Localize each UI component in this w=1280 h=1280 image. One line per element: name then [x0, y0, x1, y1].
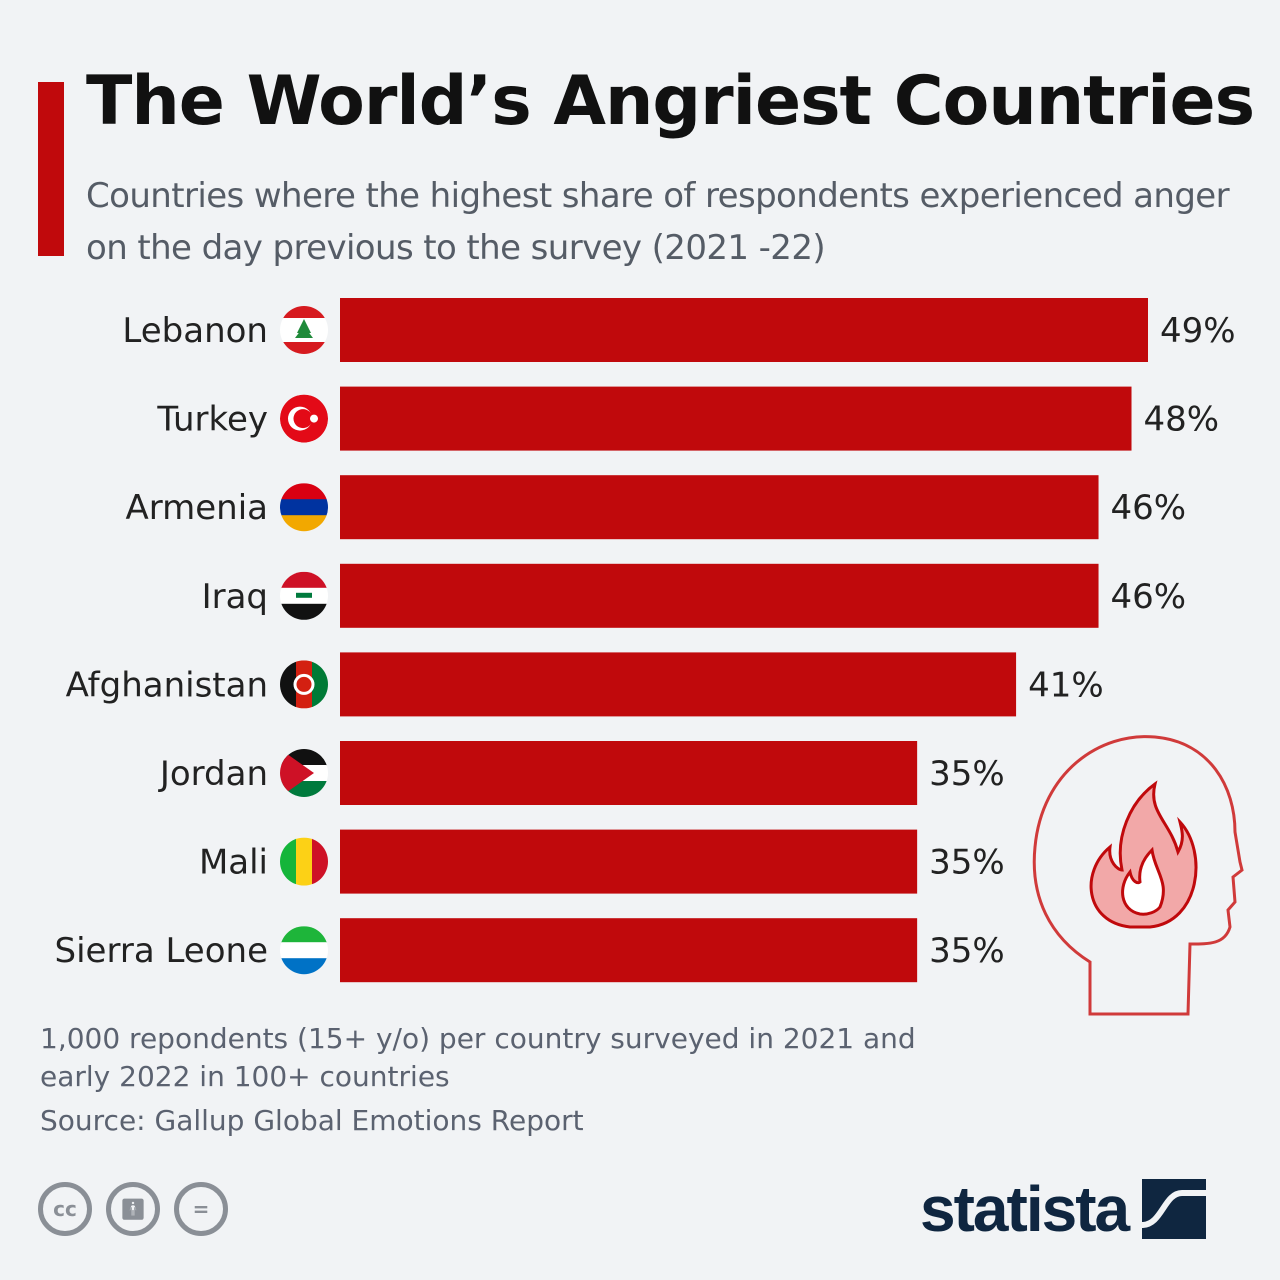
- statista-logo-icon: [1142, 1179, 1207, 1239]
- bar: [340, 652, 1017, 717]
- chart-title: The World’s Angriest Countries: [86, 62, 1255, 141]
- bar: [340, 563, 1099, 628]
- bar-row: Jordan 35%: [158, 741, 1005, 805]
- bar: [340, 298, 1148, 362]
- bar-row: Sierra Leone 35%: [55, 918, 1005, 983]
- category-label: Mali: [199, 843, 268, 883]
- no-derivatives-icon[interactable]: =: [174, 1182, 228, 1236]
- afghanistan-flag-icon: [280, 660, 328, 709]
- bar-row: Turkey 48%: [156, 386, 1220, 451]
- value-label: 46%: [1111, 577, 1187, 617]
- bar-row: Iraq 46%: [202, 563, 1187, 628]
- bar: [340, 741, 918, 805]
- value-label: 46%: [1111, 488, 1187, 528]
- value-label: 41%: [1028, 665, 1104, 705]
- cc-icon[interactable]: cc: [38, 1182, 92, 1236]
- bar-row: Mali 35%: [199, 829, 1005, 894]
- bar-row: Armenia 46%: [125, 475, 1187, 540]
- category-label: Lebanon: [122, 311, 268, 351]
- value-label: 35%: [929, 843, 1005, 883]
- sierra-leone-flag-icon: [280, 926, 328, 975]
- armenia-flag-icon: [280, 483, 328, 532]
- category-label: Iraq: [202, 577, 268, 617]
- value-label: 49%: [1160, 311, 1236, 351]
- mali-flag-icon: [280, 837, 328, 886]
- bar: [340, 386, 1132, 451]
- attribution-icon[interactable]: 🚹︎: [106, 1182, 160, 1236]
- value-label: 35%: [929, 931, 1005, 971]
- bar-row: Lebanon 49%: [122, 298, 1236, 362]
- brand-name: statista: [920, 1173, 1130, 1245]
- source-note: Source: Gallup Global Emotions Report: [40, 1104, 584, 1137]
- bar: [340, 475, 1099, 540]
- methodology-note: 1,000 repondents (15+ y/o) per country s…: [40, 1022, 916, 1093]
- bar-row: Afghanistan 41%: [66, 652, 1104, 717]
- category-label: Jordan: [158, 754, 268, 794]
- bar: [340, 918, 918, 983]
- license-icons: cc 🚹︎ =: [38, 1182, 228, 1236]
- statista-logo[interactable]: statista: [920, 1172, 1207, 1246]
- value-label: 48%: [1144, 400, 1220, 440]
- jordan-flag-icon: [280, 749, 328, 797]
- turkey-flag-icon: [280, 394, 328, 443]
- value-label: 35%: [929, 754, 1005, 794]
- bar: [340, 829, 918, 894]
- category-label: Afghanistan: [66, 665, 268, 705]
- title-accent-bar: [38, 82, 64, 256]
- chart-subtitle: Countries where the highest share of res…: [86, 176, 1230, 268]
- category-label: Turkey: [156, 400, 268, 440]
- iraq-flag-icon: [280, 571, 328, 620]
- bar-chart: Lebanon 49%Turkey 48%Armenia 46%Iraq 46%Afgh…: [55, 298, 1236, 983]
- category-label: Armenia: [125, 488, 268, 528]
- lebanon-flag-icon: [280, 306, 328, 354]
- category-label: Sierra Leone: [55, 931, 268, 971]
- angry-head-icon: [1032, 735, 1244, 1016]
